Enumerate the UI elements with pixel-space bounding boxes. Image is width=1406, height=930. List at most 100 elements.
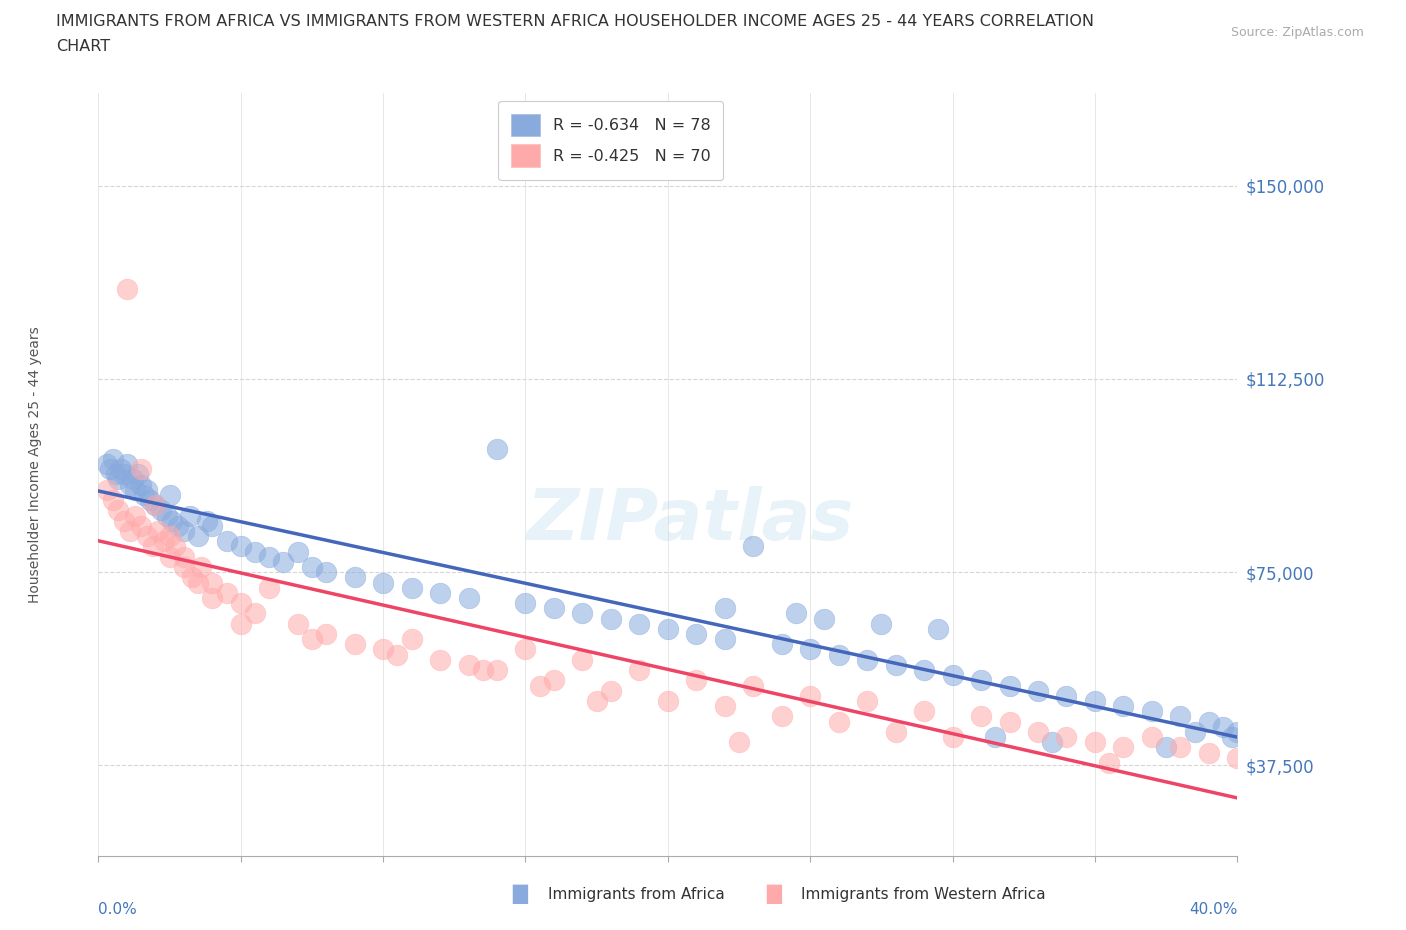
Point <box>159 550 181 565</box>
Point <box>150 503 173 518</box>
Point <box>315 627 337 642</box>
Point <box>714 631 737 646</box>
Point <box>1220 730 1243 745</box>
Point <box>1154 740 1177 755</box>
Point <box>145 498 167 512</box>
Point <box>301 631 323 646</box>
Point <box>742 678 765 693</box>
Point <box>101 493 124 508</box>
Point <box>998 714 1021 729</box>
Point <box>1084 735 1107 750</box>
Point <box>371 575 394 590</box>
Point <box>1184 724 1206 739</box>
Point <box>529 678 551 693</box>
Point <box>770 709 793 724</box>
Point <box>970 673 993 688</box>
Point <box>1170 740 1192 755</box>
Point <box>173 560 195 575</box>
Point <box>107 503 129 518</box>
Point <box>301 560 323 575</box>
Point <box>912 663 935 678</box>
Point <box>129 518 152 533</box>
Point <box>1198 714 1220 729</box>
Point <box>287 617 309 631</box>
Point <box>970 709 993 724</box>
Point <box>828 647 851 662</box>
Point <box>998 678 1021 693</box>
Point <box>129 477 152 492</box>
Point <box>138 493 160 508</box>
Point <box>118 477 141 492</box>
Point <box>153 534 176 549</box>
Point <box>118 524 141 538</box>
Point <box>1198 745 1220 760</box>
Point <box>856 694 879 709</box>
Point <box>98 461 121 476</box>
Point <box>112 467 135 482</box>
Point <box>628 617 651 631</box>
Legend: R = -0.634   N = 78, R = -0.425   N = 70: R = -0.634 N = 78, R = -0.425 N = 70 <box>499 101 723 179</box>
Point <box>1226 724 1249 739</box>
Point <box>657 621 679 636</box>
Point <box>1056 730 1078 745</box>
Point <box>243 544 266 559</box>
Point <box>457 591 479 605</box>
Point <box>1084 694 1107 709</box>
Point <box>124 508 146 523</box>
Point <box>813 611 835 626</box>
Point <box>132 487 155 502</box>
Point <box>1212 719 1234 734</box>
Point <box>112 513 135 528</box>
Point <box>984 730 1007 745</box>
Point <box>110 461 132 476</box>
Text: Householder Income Ages 25 - 44 years: Householder Income Ages 25 - 44 years <box>28 326 42 604</box>
Point <box>96 483 118 498</box>
Point <box>135 483 157 498</box>
Point <box>515 642 537 657</box>
Point <box>195 513 218 528</box>
Point <box>127 467 149 482</box>
Point <box>190 560 212 575</box>
Point <box>685 673 707 688</box>
Point <box>229 596 252 611</box>
Text: █: █ <box>766 885 780 904</box>
Point <box>156 508 179 523</box>
Point <box>181 570 204 585</box>
Point <box>215 534 238 549</box>
Point <box>229 617 252 631</box>
Point <box>215 585 238 600</box>
Point <box>1140 730 1163 745</box>
Point <box>429 585 451 600</box>
Text: █: █ <box>513 885 527 904</box>
Point <box>104 467 127 482</box>
Point <box>124 483 146 498</box>
Point <box>115 457 138 472</box>
Point <box>121 472 143 487</box>
Point <box>1226 751 1249 765</box>
Point <box>657 694 679 709</box>
Point <box>799 642 821 657</box>
Point <box>201 575 224 590</box>
Point <box>187 528 209 543</box>
Point <box>259 580 281 595</box>
Point <box>685 627 707 642</box>
Point <box>770 637 793 652</box>
Point <box>371 642 394 657</box>
Point <box>1040 735 1063 750</box>
Point <box>401 580 423 595</box>
Point <box>942 730 965 745</box>
Point <box>856 652 879 667</box>
Point <box>799 688 821 703</box>
Point <box>201 591 224 605</box>
Point <box>141 539 163 554</box>
Point <box>273 554 295 569</box>
Point <box>1170 709 1192 724</box>
Text: IMMIGRANTS FROM AFRICA VS IMMIGRANTS FROM WESTERN AFRICA HOUSEHOLDER INCOME AGES: IMMIGRANTS FROM AFRICA VS IMMIGRANTS FRO… <box>56 14 1094 29</box>
Point <box>159 487 181 502</box>
Point <box>115 282 138 297</box>
Point <box>343 637 366 652</box>
Point <box>179 508 201 523</box>
Point <box>728 735 751 750</box>
Point <box>1140 704 1163 719</box>
Point <box>828 714 851 729</box>
